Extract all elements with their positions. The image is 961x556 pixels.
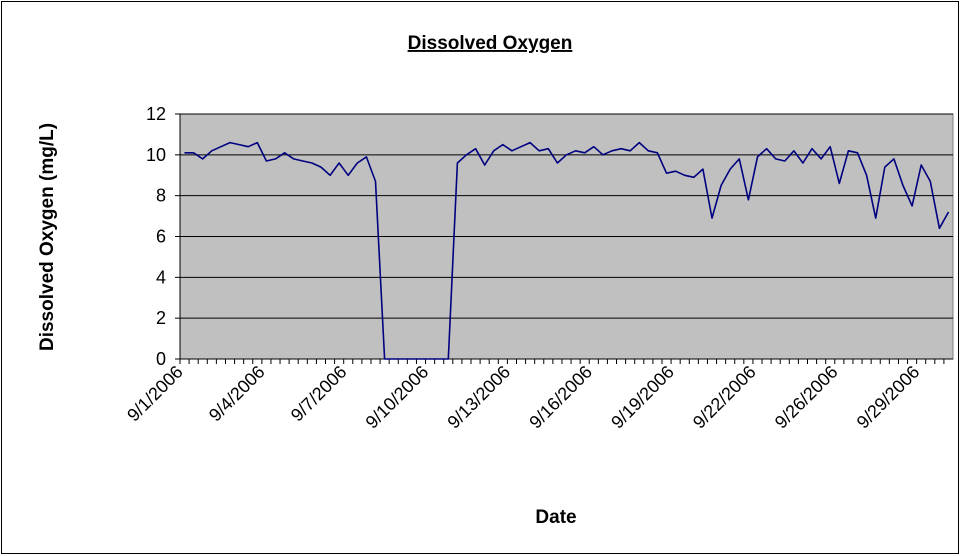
y-tick-label: 8 (156, 186, 166, 206)
x-axis-label: Date (535, 507, 576, 528)
y-axis-label: Dissolved Oxygen (mg/L) (37, 123, 58, 351)
y-tick-label: 12 (146, 104, 166, 124)
y-tick-label: 4 (156, 267, 166, 287)
data-line (184, 141, 950, 360)
chart-title: Dissolved Oxygen (408, 33, 573, 54)
y-tick-label: 10 (146, 145, 166, 165)
y-tick-label: 2 (156, 308, 166, 328)
y-tick-label: 0 (156, 349, 166, 369)
y-tick-label: 6 (156, 227, 166, 247)
